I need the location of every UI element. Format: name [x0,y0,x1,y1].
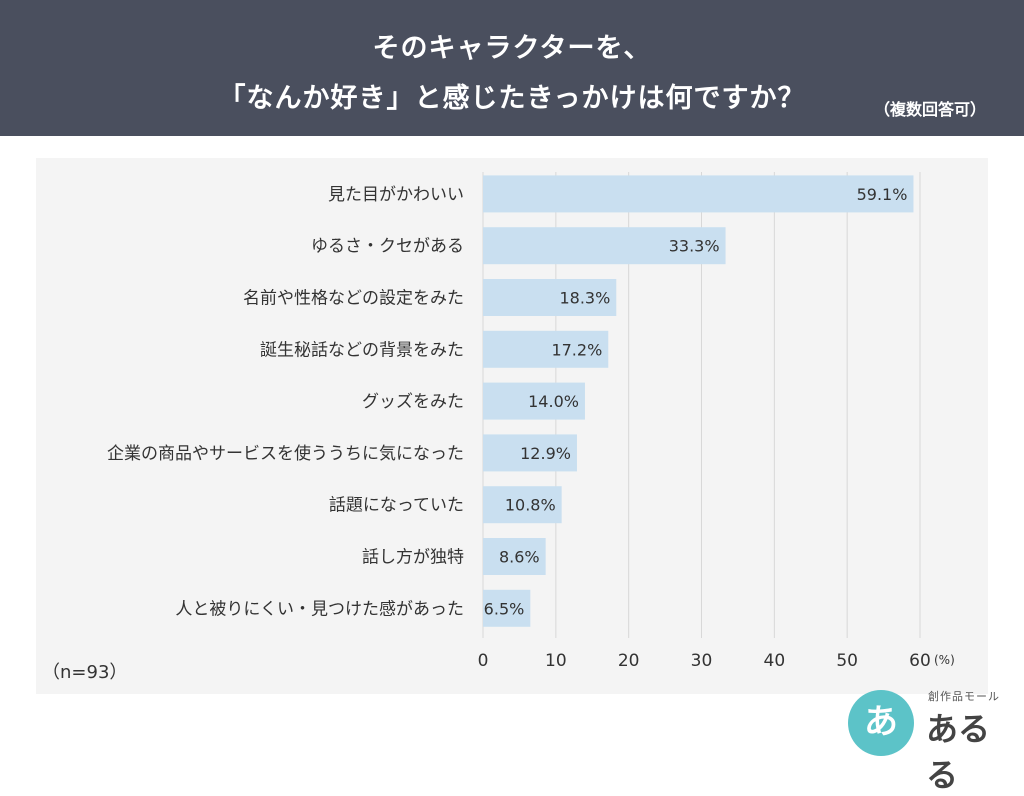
x-tick-label: 60 [909,651,931,671]
bars: 59.1% 33.3% 18.3% 17.2% 14.0% 12.9% 10.8% 8.6% 6… [483,175,914,627]
bar [483,538,546,575]
category-labels: 見た目がかわいいゆるさ・クセがある名前や性格などの設定をみた誕生秘話などの背景を… [107,185,464,619]
logo-subtitle: 創作品モール [928,690,1000,703]
bar [483,175,914,213]
x-tick-label: 50 [836,651,858,671]
bar [483,486,562,524]
x-tick-label: 10 [545,651,567,671]
category-label: ゆるさ・クセがある [311,237,464,257]
bar-value-label: 17.2% [551,340,602,359]
bar [483,279,617,316]
x-tick-label: 20 [618,651,640,671]
arulu-logo: あ 創作品モール あるる [848,686,1018,794]
bar-value-label: 14.0% [528,392,579,411]
bar-value-label: 33.3% [669,237,720,256]
rabbit-logo-icon: あ [848,690,914,756]
bar-chart: 59.1% 33.3% 18.3% 17.2% 14.0% 12.9% 10.8% 8.6% 6… [107,172,955,671]
category-label: グッズをみた [362,392,464,412]
bar-value-label: 12.9% [520,444,571,463]
x-tick-label: 0 [478,651,489,671]
chart-title-line1: そのキャラクターを、 [372,33,652,64]
bar [483,434,577,472]
logo-name: あるる [926,710,991,794]
bar [483,227,726,265]
x-tick-label: 30 [691,651,713,671]
category-label: 人と被りにくい・見つけた感があった [175,599,464,619]
category-label: 話題になっていた [329,496,464,516]
bar-value-label: 18.3% [559,289,610,308]
category-label: 企業の商品やサービスを使ううちに気になった [107,443,464,464]
bar [483,382,585,420]
category-label: 話し方が独特 [362,548,464,568]
multiple-answer-note: （複数回答可） [873,100,986,119]
category-label: 見た目がかわいい [328,185,464,205]
bar [483,589,531,627]
header: そのキャラクターを、 「なんか好き」と感じたきっかけは何ですか？ （複数回答可） [0,0,1024,136]
x-tick-label: 40 [764,651,786,671]
chart-title-line2: 「なんか好き」と感じたきっかけは何ですか？ [218,83,806,114]
sample-size: （n=93） [42,662,128,683]
x-axis-unit: (%) [934,653,955,667]
bar-value-label: 59.1% [857,185,908,204]
bar-value-label: 8.6% [499,548,540,567]
x-axis-ticks: 0 10 20 30 40 50 60 (%) [478,651,955,671]
bar [483,330,609,368]
bar-value-label: 6.5% [484,599,525,618]
category-label: 誕生秘話などの背景をみた [260,340,464,360]
bar-value-label: 10.8% [505,496,556,515]
category-label: 名前や性格などの設定をみた [243,289,464,309]
